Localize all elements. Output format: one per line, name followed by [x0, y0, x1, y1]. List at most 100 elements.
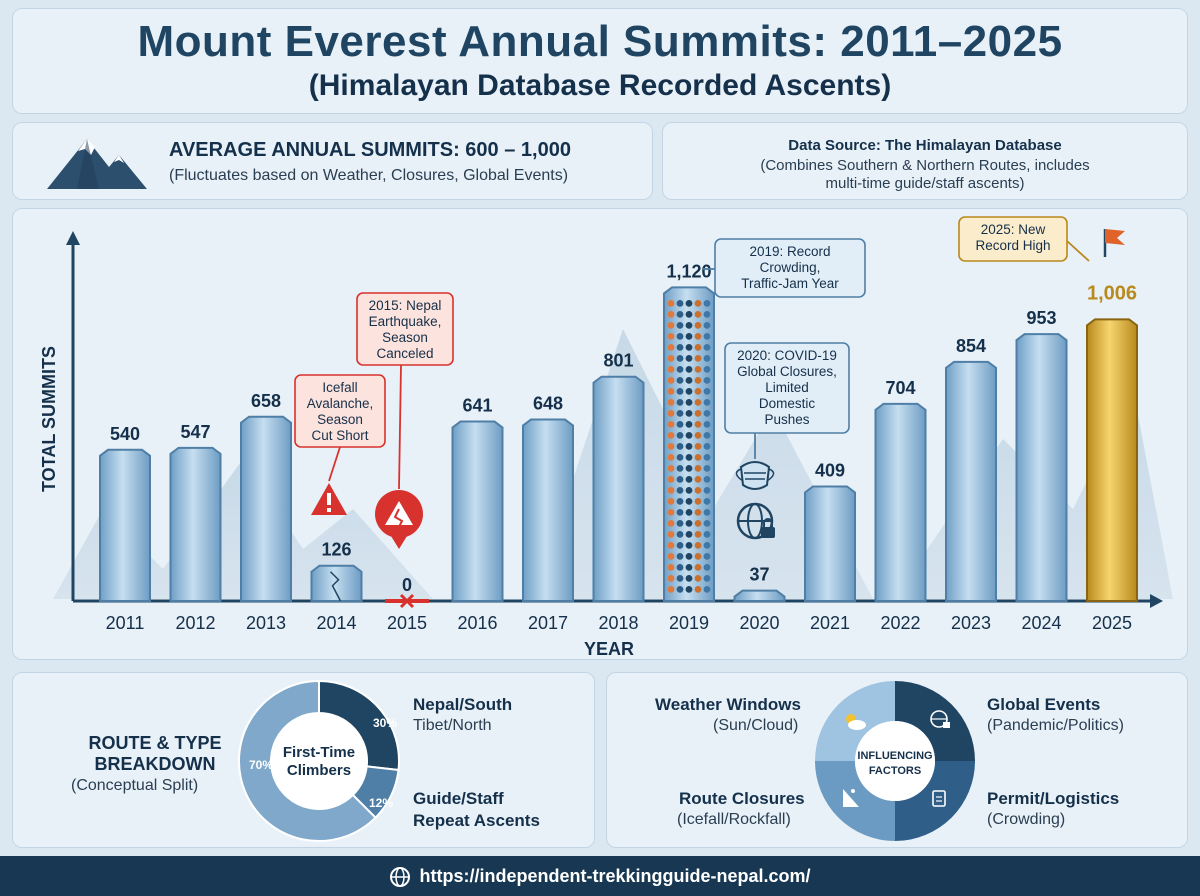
callout-text-line: Earthquake, [369, 314, 442, 329]
crowd-dot [676, 355, 684, 362]
crowd-dot [685, 542, 693, 549]
crowd-dot [685, 366, 693, 373]
footer: https://independent-trekkingguide-nepal.… [0, 856, 1200, 896]
callout-text-line: Traffic-Jam Year [741, 276, 839, 291]
page-subtitle: (Himalayan Database Recorded Ascents) [308, 69, 892, 102]
data-source-panel: Data Source: The Himalayan Database (Com… [662, 122, 1188, 200]
crowd-dot [676, 586, 684, 593]
crowd-dot [703, 333, 711, 340]
crowd-dot [667, 520, 675, 527]
value-label-2016: 641 [462, 396, 492, 416]
crowd-dot [685, 531, 693, 538]
crowd-dot [676, 542, 684, 549]
bar-2020 [733, 589, 786, 602]
factor-subtitle-permit: (Crowding) [987, 811, 1066, 828]
crowd-dot [676, 575, 684, 582]
crowd-dot [694, 322, 702, 329]
data-source-note: (Combines Southern & Northern Routes, in… [760, 157, 1090, 192]
route-breakdown-note: (Conceptual Split) [71, 777, 199, 794]
crowd-dot [703, 553, 711, 560]
crowd-dot [694, 388, 702, 395]
value-label-2015: 0 [402, 575, 412, 595]
callout-text-line: Pushes [764, 412, 809, 427]
crowd-dot [685, 520, 693, 527]
route-item-subtitle-2: Repeat Ascents [413, 811, 540, 830]
callout-text-line: Cut Short [311, 428, 368, 443]
crowd-dot [694, 498, 702, 505]
crowd-dot [685, 399, 693, 406]
average-summits-heading: AVERAGE ANNUAL SUMMITS: 600 – 1,000 [169, 139, 571, 161]
crowd-dot [676, 322, 684, 329]
crowd-dot [703, 421, 711, 428]
crack-2014 [329, 571, 342, 602]
crowd-dot [685, 421, 693, 428]
tick-label-2015: 2015 [387, 613, 427, 633]
crowd-dot [685, 509, 693, 516]
crowd-dot [685, 322, 693, 329]
face-mask-icon [735, 461, 775, 490]
crowd-dot [676, 388, 684, 395]
crowd-dot [667, 454, 675, 461]
bar-2017 [522, 418, 574, 602]
crowd-dot [703, 586, 711, 593]
callout-text-line: Icefall [322, 380, 357, 395]
crowd-dot [667, 509, 675, 516]
crowd-dot [676, 520, 684, 527]
value-label-2019: 1,120 [666, 261, 711, 281]
crowd-dot [667, 344, 675, 351]
callout-text-line: 2019: Record [749, 244, 830, 259]
callout-text-line: Avalanche, [307, 396, 374, 411]
segment-label-12: 12% [369, 796, 393, 810]
crowd-dot [667, 465, 675, 472]
callout-box [958, 216, 1068, 262]
crowd-dot [676, 553, 684, 560]
crowd-dot [685, 432, 693, 439]
crowd-dot [676, 344, 684, 351]
crowd-dot [667, 564, 675, 571]
crowd-dot [676, 498, 684, 505]
crowd-dot [676, 410, 684, 417]
crowd-dot [685, 344, 693, 351]
crowd-dot [703, 454, 711, 461]
crowd-dot [676, 399, 684, 406]
crowd-dot [703, 542, 711, 549]
crowd-pattern-2019 [667, 300, 711, 593]
crowd-dot [667, 421, 675, 428]
crowd-dot [703, 300, 711, 307]
crowd-dot [703, 575, 711, 582]
route-donut-chart: First-Time Climbers 30% 12% 70% [238, 679, 400, 842]
crowd-dot [667, 432, 675, 439]
tick-label-2017: 2017 [528, 613, 568, 633]
footer-url-link[interactable]: https://independent-trekkingguide-nepal.… [419, 866, 811, 886]
segment-label-70: 70% [249, 758, 273, 772]
crowd-dot [685, 498, 693, 505]
factor-title-weather: Weather Windows [655, 695, 801, 714]
bar-2011 [99, 448, 151, 602]
crowd-dot [685, 553, 693, 560]
page-title: Mount Everest Annual Summits: 2011–2025 [137, 17, 1063, 66]
crowd-dot [694, 443, 702, 450]
crowd-dot [694, 564, 702, 571]
tick-label-2022: 2022 [880, 613, 920, 633]
segment-label-30: 30% [373, 716, 397, 730]
callout-box [724, 342, 850, 434]
crowd-dot [694, 553, 702, 560]
y-axis-arrow [66, 231, 80, 245]
bar-2014 [310, 564, 363, 602]
callout-text-line: Canceled [376, 346, 433, 361]
crowd-dot [676, 487, 684, 494]
factors-center-line2: FACTORS [869, 765, 921, 777]
crowd-dot [676, 377, 684, 384]
record-flag-icon [1103, 229, 1125, 257]
tick-label-2013: 2013 [246, 613, 286, 633]
crowd-dot [694, 586, 702, 593]
callout-box [294, 374, 386, 448]
crowd-dot [694, 377, 702, 384]
globe-lock-icon [930, 710, 950, 728]
crowd-dot [694, 410, 702, 417]
crowd-dot [685, 300, 693, 307]
callout-text-line: Season [317, 412, 363, 427]
crowd-dot [676, 443, 684, 450]
crowd-dot [676, 333, 684, 340]
